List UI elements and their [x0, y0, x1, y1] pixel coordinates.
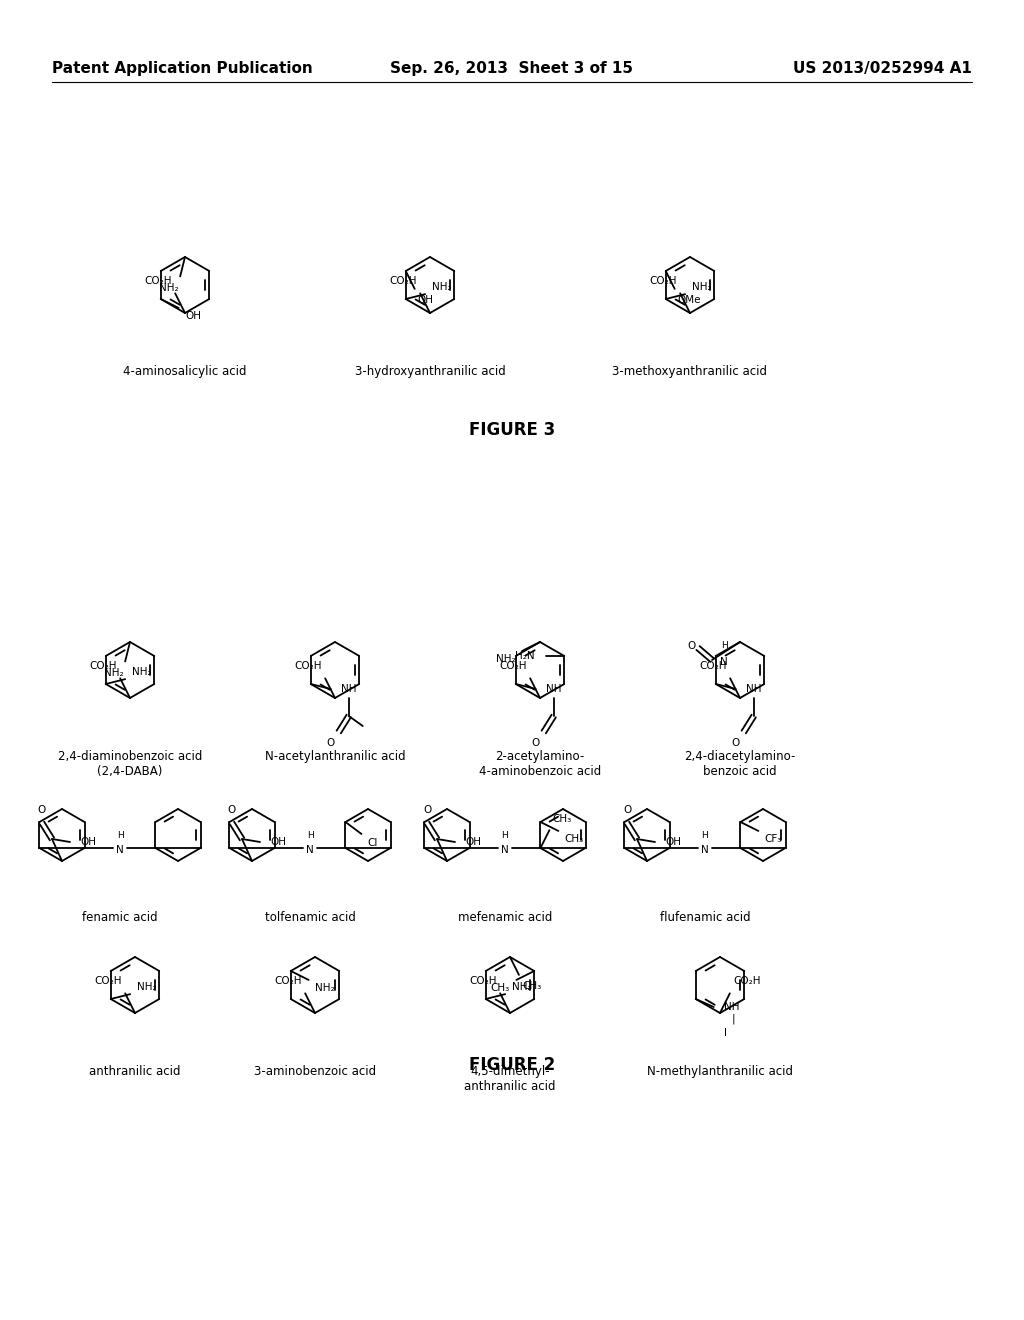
Text: CO₂H: CO₂H [144, 276, 172, 286]
Text: O: O [623, 805, 631, 814]
Text: N: N [116, 845, 124, 855]
Text: N: N [306, 845, 314, 855]
Text: OH: OH [465, 837, 481, 847]
Text: CO₂H: CO₂H [294, 661, 322, 671]
Text: CO₂H: CO₂H [699, 661, 727, 671]
Text: NH₂: NH₂ [497, 655, 516, 664]
Text: NH₂: NH₂ [132, 668, 152, 677]
Text: O: O [423, 805, 431, 814]
Text: H: H [306, 832, 313, 840]
Text: NH: NH [341, 684, 356, 694]
Text: H₂N: H₂N [515, 651, 535, 661]
Text: CO₂H: CO₂H [94, 977, 122, 986]
Text: |: | [732, 1014, 735, 1024]
Text: O: O [731, 738, 740, 748]
Text: CF₃: CF₃ [765, 834, 782, 843]
Text: tolfenamic acid: tolfenamic acid [264, 911, 355, 924]
Text: OH: OH [665, 837, 681, 847]
Text: 4-aminosalicylic acid: 4-aminosalicylic acid [123, 366, 247, 378]
Text: NH₂: NH₂ [315, 983, 335, 993]
Text: 2-acetylamino-
4-aminobenzoic acid: 2-acetylamino- 4-aminobenzoic acid [479, 750, 601, 777]
Text: O: O [228, 805, 237, 814]
Text: OMe: OMe [678, 296, 701, 305]
Text: 3-hydroxyanthranilic acid: 3-hydroxyanthranilic acid [354, 366, 506, 378]
Text: CO₂H: CO₂H [469, 977, 497, 986]
Text: H: H [701, 832, 709, 840]
Text: CH₃: CH₃ [564, 834, 584, 843]
Text: CO₂H: CO₂H [649, 276, 677, 286]
Text: CO₂H: CO₂H [733, 977, 761, 986]
Text: anthranilic acid: anthranilic acid [89, 1065, 181, 1078]
Text: H: H [502, 832, 508, 840]
Text: NH₂: NH₂ [103, 668, 124, 678]
Text: CH₃: CH₃ [522, 981, 542, 991]
Text: NH₂: NH₂ [159, 284, 178, 293]
Text: N: N [720, 657, 728, 667]
Text: 3-aminobenzoic acid: 3-aminobenzoic acid [254, 1065, 376, 1078]
Text: Sep. 26, 2013  Sheet 3 of 15: Sep. 26, 2013 Sheet 3 of 15 [390, 61, 634, 75]
Text: 3-methoxyanthranilic acid: 3-methoxyanthranilic acid [612, 366, 768, 378]
Text: O: O [327, 738, 335, 748]
Text: NH₂: NH₂ [692, 282, 712, 293]
Text: NH₂: NH₂ [137, 982, 157, 993]
Text: NH: NH [724, 1002, 739, 1012]
Text: CO₂H: CO₂H [89, 661, 117, 671]
Text: O: O [38, 805, 46, 814]
Text: H: H [721, 642, 727, 649]
Text: N-acetylanthranilic acid: N-acetylanthranilic acid [264, 750, 406, 763]
Text: NH: NH [546, 684, 561, 694]
Text: 2,4-diaminobenzoic acid
(2,4-DABA): 2,4-diaminobenzoic acid (2,4-DABA) [57, 750, 202, 777]
Text: Cl: Cl [367, 838, 378, 849]
Text: CO₂H: CO₂H [274, 977, 302, 986]
Text: O: O [688, 642, 696, 651]
Text: I: I [724, 1028, 727, 1038]
Text: OH: OH [418, 296, 434, 305]
Text: FIGURE 3: FIGURE 3 [469, 421, 555, 440]
Text: CH₃: CH₃ [553, 814, 571, 824]
Text: NH: NH [745, 684, 761, 694]
Text: H: H [117, 832, 123, 840]
Text: N: N [501, 845, 509, 855]
Text: OH: OH [80, 837, 96, 847]
Text: CO₂H: CO₂H [499, 661, 526, 671]
Text: N: N [701, 845, 709, 855]
Text: FIGURE 2: FIGURE 2 [469, 1056, 555, 1074]
Text: Patent Application Publication: Patent Application Publication [52, 61, 312, 75]
Text: mefenamic acid: mefenamic acid [458, 911, 552, 924]
Text: OH: OH [270, 837, 286, 847]
Text: flufenamic acid: flufenamic acid [659, 911, 751, 924]
Text: CO₂H: CO₂H [389, 276, 417, 286]
Text: 4,5-dimethyl-
anthranilic acid: 4,5-dimethyl- anthranilic acid [464, 1065, 556, 1093]
Text: US 2013/0252994 A1: US 2013/0252994 A1 [794, 61, 972, 75]
Text: OH: OH [185, 312, 201, 321]
Text: 2,4-diacetylamino-
benzoic acid: 2,4-diacetylamino- benzoic acid [684, 750, 796, 777]
Text: fenamic acid: fenamic acid [82, 911, 158, 924]
Text: NH₂: NH₂ [512, 982, 531, 993]
Text: N-methylanthranilic acid: N-methylanthranilic acid [647, 1065, 793, 1078]
Text: NH₂: NH₂ [432, 282, 452, 293]
Text: CH₃: CH₃ [490, 983, 510, 993]
Text: O: O [531, 738, 540, 748]
